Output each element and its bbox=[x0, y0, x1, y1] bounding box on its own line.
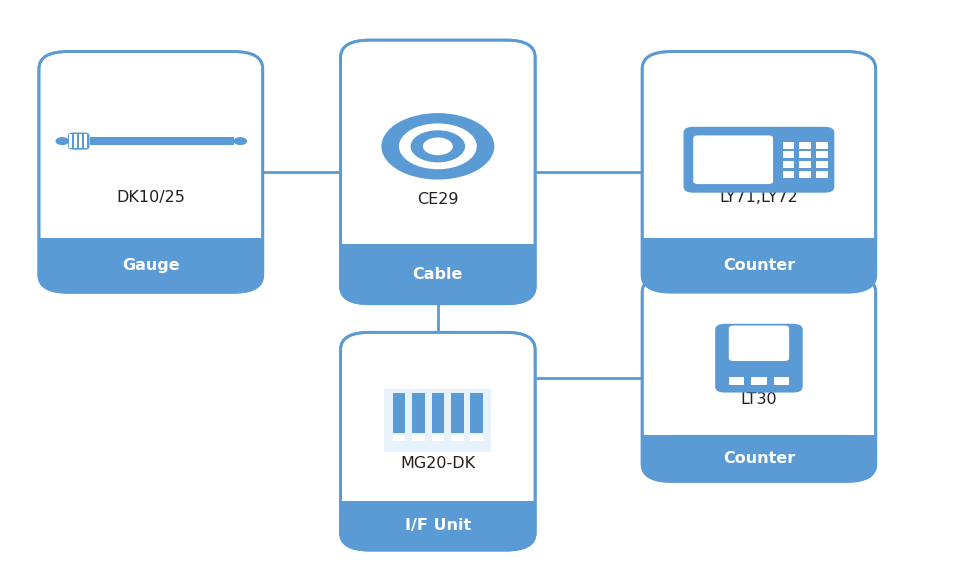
Circle shape bbox=[381, 113, 494, 179]
FancyBboxPatch shape bbox=[642, 435, 876, 481]
Bar bbox=[774, 376, 789, 384]
Bar bbox=[782, 171, 795, 178]
Bar bbox=[90, 137, 234, 145]
Bar bbox=[800, 171, 811, 178]
Bar bbox=[393, 435, 406, 441]
Bar bbox=[451, 435, 464, 441]
FancyBboxPatch shape bbox=[642, 238, 876, 292]
Bar bbox=[471, 435, 484, 441]
Bar bbox=[782, 151, 795, 158]
FancyBboxPatch shape bbox=[729, 325, 789, 361]
FancyBboxPatch shape bbox=[384, 388, 491, 452]
Text: LT30: LT30 bbox=[740, 393, 777, 407]
Text: DK10/25: DK10/25 bbox=[117, 190, 185, 205]
Bar bbox=[815, 171, 827, 178]
FancyBboxPatch shape bbox=[715, 324, 803, 393]
Bar bbox=[432, 435, 444, 441]
Text: Counter: Counter bbox=[723, 258, 795, 273]
Text: I/F Unit: I/F Unit bbox=[405, 518, 471, 533]
FancyBboxPatch shape bbox=[683, 127, 835, 193]
Bar bbox=[471, 393, 484, 433]
Bar bbox=[782, 161, 795, 168]
Bar bbox=[729, 376, 744, 384]
Text: Counter: Counter bbox=[723, 450, 795, 466]
Text: MG20-DK: MG20-DK bbox=[400, 457, 476, 472]
Bar bbox=[69, 134, 72, 148]
Text: Gauge: Gauge bbox=[122, 258, 180, 273]
Bar bbox=[413, 435, 425, 441]
Bar bbox=[432, 393, 444, 433]
FancyBboxPatch shape bbox=[341, 244, 535, 304]
FancyBboxPatch shape bbox=[341, 40, 535, 304]
Bar bbox=[79, 134, 82, 148]
Circle shape bbox=[234, 137, 247, 145]
FancyBboxPatch shape bbox=[68, 132, 90, 150]
Circle shape bbox=[55, 137, 69, 145]
Bar bbox=[642, 238, 876, 262]
Circle shape bbox=[399, 123, 477, 169]
Bar bbox=[815, 142, 827, 148]
Bar bbox=[341, 501, 535, 523]
FancyBboxPatch shape bbox=[693, 135, 773, 184]
FancyBboxPatch shape bbox=[39, 238, 263, 292]
FancyBboxPatch shape bbox=[341, 501, 535, 550]
FancyBboxPatch shape bbox=[642, 52, 876, 292]
Bar bbox=[341, 244, 535, 271]
Bar bbox=[39, 238, 263, 262]
Text: CE29: CE29 bbox=[417, 192, 458, 207]
FancyBboxPatch shape bbox=[341, 332, 535, 550]
Bar bbox=[815, 151, 827, 158]
FancyBboxPatch shape bbox=[642, 275, 876, 481]
Bar bbox=[800, 142, 811, 148]
Bar bbox=[751, 376, 767, 384]
Bar bbox=[800, 151, 811, 158]
Circle shape bbox=[423, 138, 452, 155]
Circle shape bbox=[411, 130, 465, 162]
Text: LY71,LY72: LY71,LY72 bbox=[720, 190, 798, 205]
Bar bbox=[74, 134, 77, 148]
Bar bbox=[393, 393, 406, 433]
Bar bbox=[413, 393, 425, 433]
Bar bbox=[84, 134, 87, 148]
FancyBboxPatch shape bbox=[39, 52, 263, 292]
Bar bbox=[800, 161, 811, 168]
Bar bbox=[815, 161, 827, 168]
Bar bbox=[782, 142, 795, 148]
Text: Cable: Cable bbox=[413, 266, 463, 281]
Bar bbox=[451, 393, 464, 433]
Bar bbox=[642, 435, 876, 456]
